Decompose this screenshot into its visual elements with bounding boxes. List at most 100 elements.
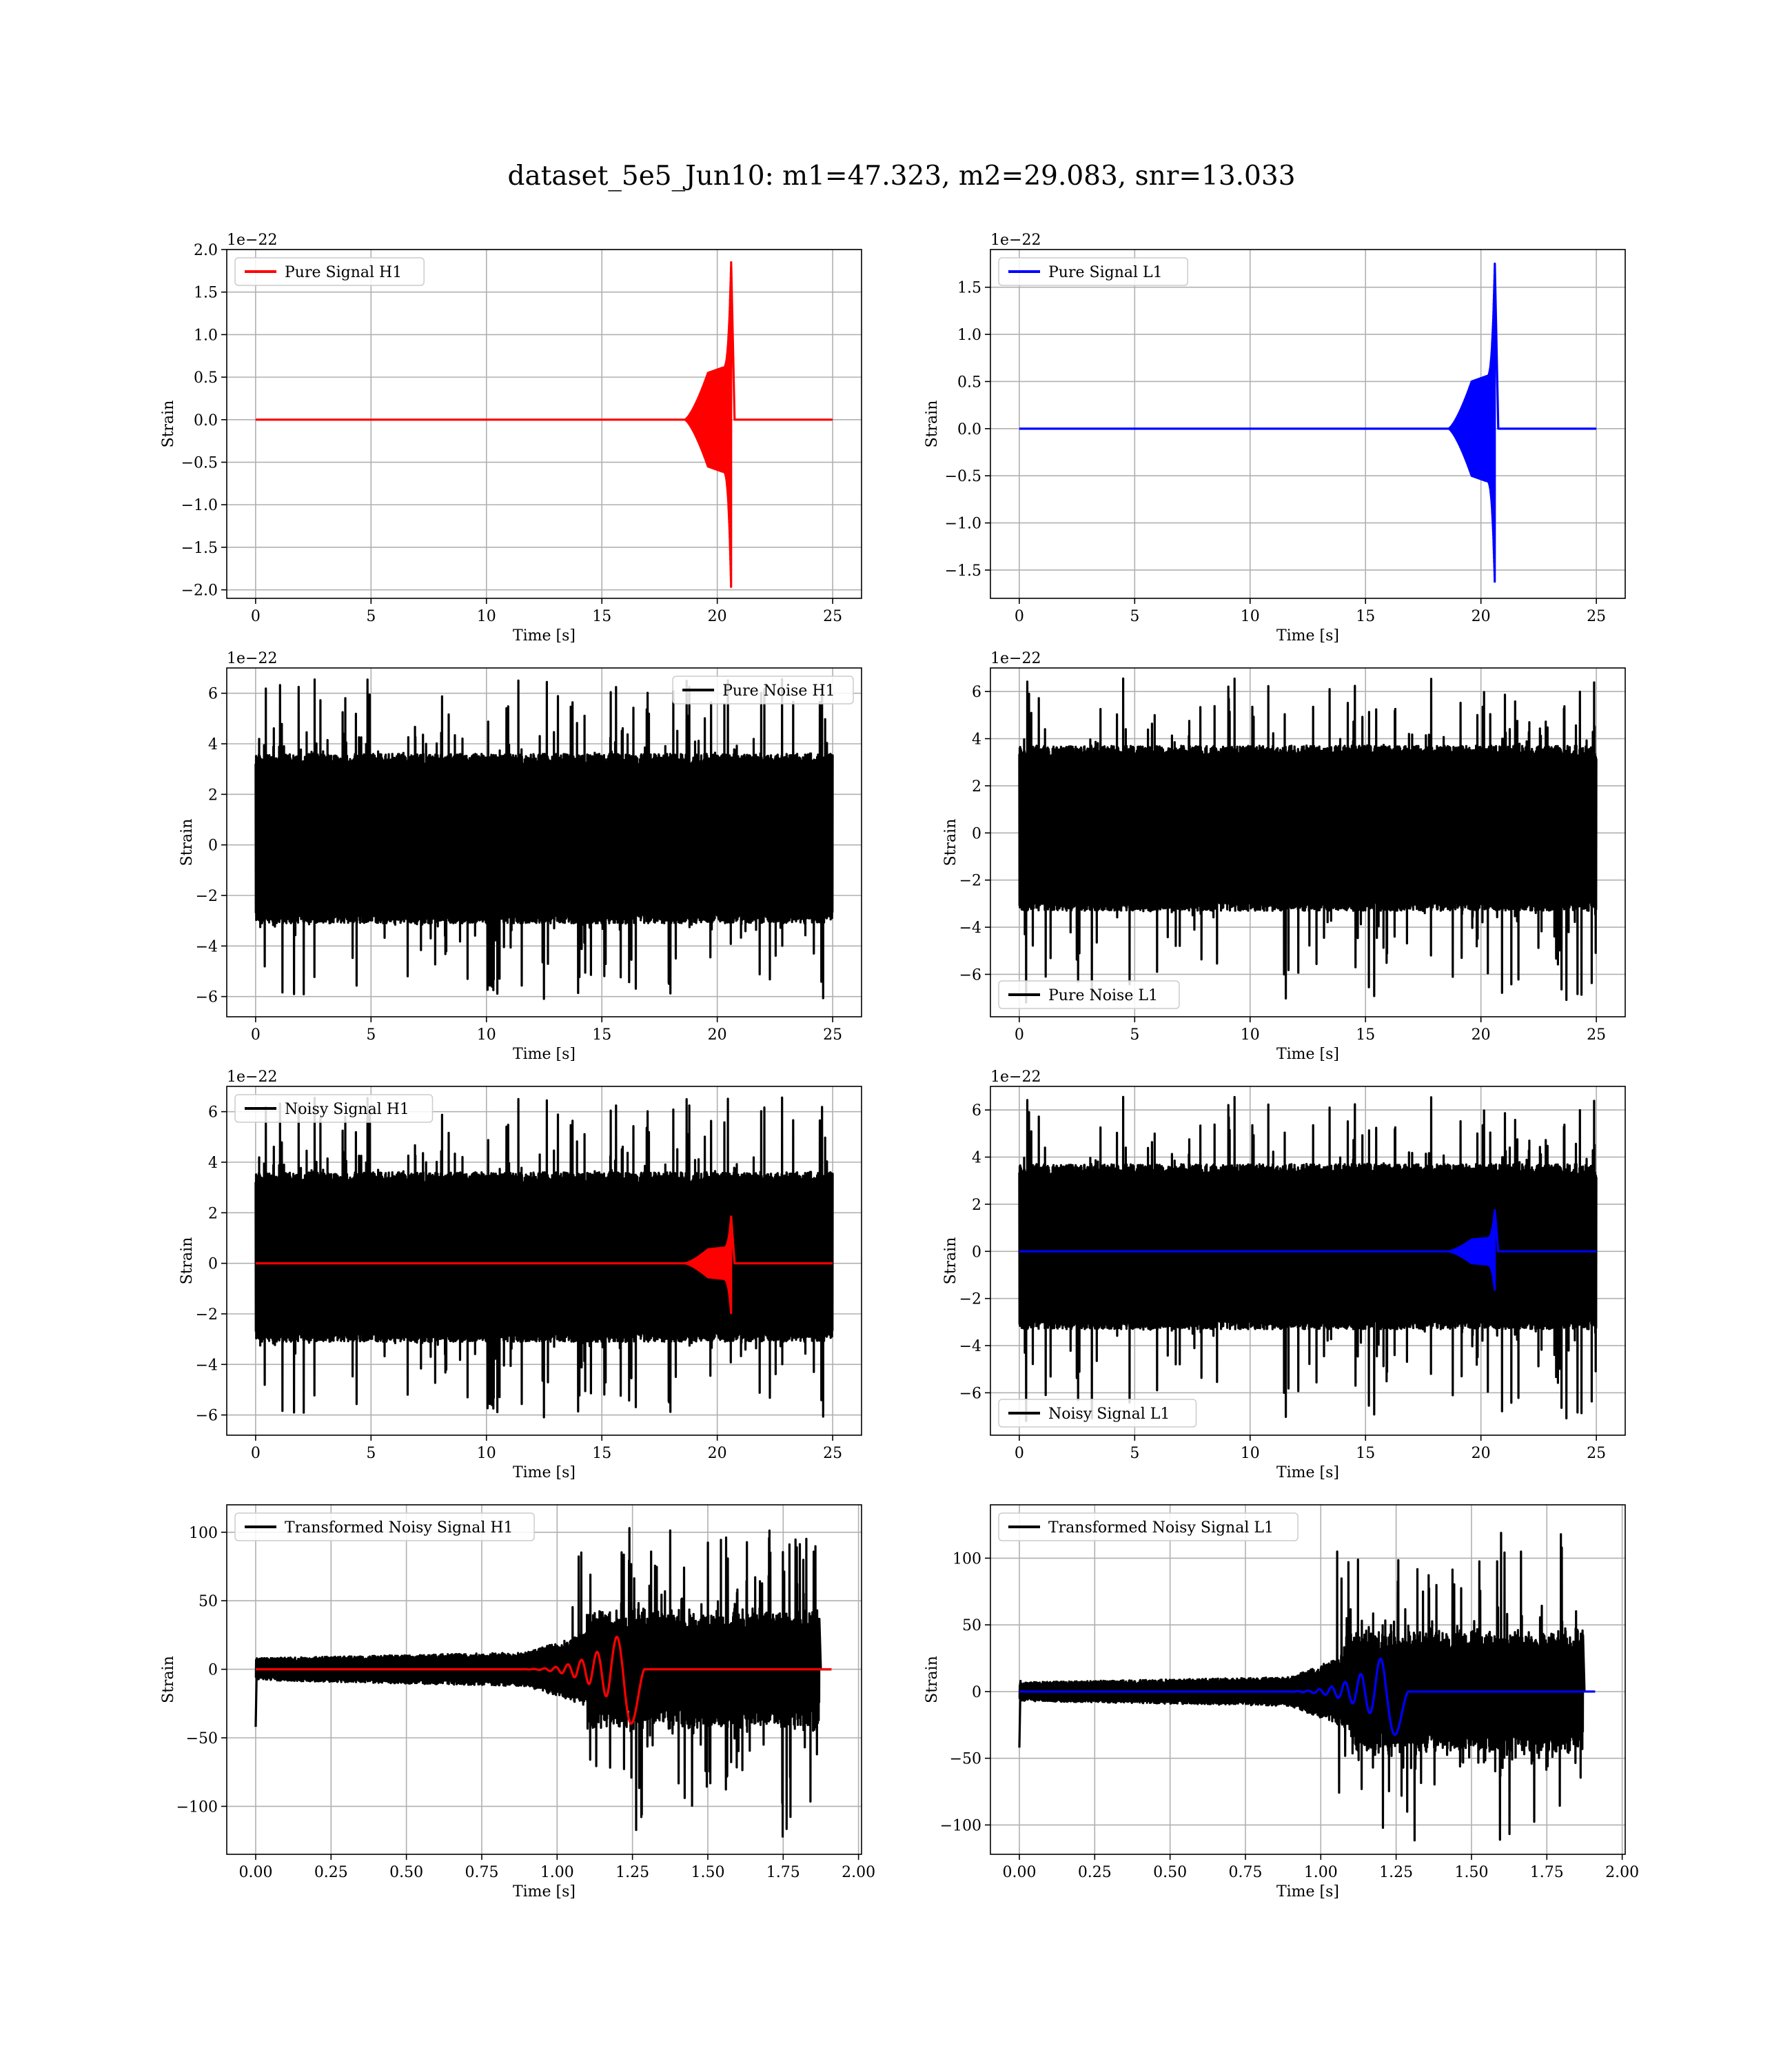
legend-box [234, 1512, 535, 1541]
y-tick-label: −6 [196, 1408, 218, 1425]
y-axis-label: Strain [160, 401, 177, 448]
x-tick-label: 1.75 [766, 1864, 800, 1881]
x-tick-label: 20 [1472, 1445, 1491, 1462]
y-tick-label: 1.5 [194, 285, 218, 302]
legend-box [998, 257, 1188, 286]
y-offset-text: 1e−22 [227, 1068, 277, 1086]
y-tick-label: 2 [972, 778, 981, 795]
x-axis: 0 5 10 15 20 25 Time [s] [1015, 1435, 1606, 1481]
legend: Pure Signal H1 [234, 257, 425, 286]
y-tick-label: −4 [959, 1338, 981, 1355]
x-tick-label: 1.75 [1530, 1864, 1564, 1881]
y-axis-label: Strain [160, 1656, 177, 1703]
legend-label: Pure Signal H1 [285, 264, 402, 281]
axes-frame [226, 1086, 862, 1436]
x-tick-label: 5 [366, 1026, 376, 1044]
x-tick-label: 1.50 [691, 1864, 724, 1881]
y-axis-label: Strain [179, 819, 196, 866]
x-axis-label: Time [s] [1276, 1464, 1339, 1481]
legend: Pure Noise H1 [672, 676, 854, 704]
y-axis-label: Strain [179, 1237, 196, 1285]
y-tick-label: −0.5 [945, 468, 981, 485]
x-tick-label: 5 [366, 608, 376, 625]
plot-area [227, 250, 862, 598]
x-tick-label: 10 [477, 608, 496, 625]
x-axis: 0.00 0.25 0.50 0.75 1.00 1.25 1.50 1.75 2.00 Time… [1002, 1854, 1639, 1900]
x-axis-label: Time [s] [513, 1883, 576, 1900]
legend-box [672, 676, 854, 704]
legend: Pure Signal L1 [998, 257, 1188, 286]
x-axis: 0 5 10 15 20 25 Time [s] [1015, 598, 1606, 645]
y-tick-label: −2 [959, 1291, 981, 1308]
y-axis: 6 4 2 0 −2 −4 −6 Strain [179, 1104, 227, 1425]
y-tick-label: −1.5 [945, 562, 981, 580]
legend: Noisy Signal L1 [998, 1399, 1197, 1428]
y-tick-label: 4 [972, 1150, 981, 1167]
legend-box [998, 1512, 1299, 1541]
series-line-pure-signal-h1 [255, 261, 833, 588]
x-tick-label: 15 [1356, 1445, 1375, 1462]
y-tick-label: 4 [208, 1155, 218, 1172]
x-axis: 0 5 10 15 20 25 Time [s] [251, 598, 842, 645]
y-offset-text: 1e−22 [990, 232, 1041, 249]
y-tick-label: −2 [959, 873, 981, 890]
plot-area [990, 250, 1625, 598]
x-tick-label: 0.50 [1153, 1864, 1187, 1881]
x-tick-label: 10 [1241, 1445, 1260, 1462]
y-tick-label: −2 [196, 1306, 218, 1324]
y-tick-label: 0 [972, 825, 981, 842]
x-tick-label: 20 [708, 608, 727, 625]
legend-box [998, 1399, 1197, 1428]
series-line-pure-noise-l1 [1018, 677, 1598, 1004]
y-tick-label: −6 [959, 1385, 981, 1402]
y-axis-label: Strain [942, 819, 959, 866]
axes-frame [990, 1086, 1626, 1436]
y-tick-label: −4 [196, 1357, 218, 1374]
legend-box [998, 980, 1180, 1009]
x-tick-label: 0 [1015, 608, 1024, 625]
axes-frame [226, 249, 862, 599]
x-tick-label: 10 [1241, 608, 1260, 625]
y-tick-label: 4 [208, 736, 218, 753]
y-tick-label: 0.5 [957, 374, 981, 391]
series-line-signal-overlay [1019, 1208, 1597, 1291]
y-tick-label: 0.0 [957, 421, 981, 438]
legend: Noisy Signal H1 [234, 1094, 434, 1123]
series-line-noisy-signal-l1 [1018, 1095, 1598, 1422]
y-tick-label: 2 [208, 1205, 218, 1222]
y-tick-label: −2.0 [181, 582, 218, 600]
x-tick-label: 0 [1015, 1445, 1024, 1462]
axes-frame [990, 249, 1626, 599]
x-tick-label: 1.25 [1379, 1864, 1413, 1881]
x-tick-label: 15 [592, 1026, 611, 1044]
y-tick-label: −4 [959, 920, 981, 937]
x-axis: 0 5 10 15 20 25 Time [s] [251, 1435, 842, 1481]
x-tick-label: 20 [1472, 1026, 1491, 1044]
series-group [1018, 1532, 1596, 1842]
y-tick-label: −100 [940, 1817, 981, 1834]
x-tick-label: 2.00 [1605, 1864, 1639, 1881]
x-tick-label: 20 [708, 1026, 727, 1044]
series-line-pure-noise-h1 [254, 678, 834, 1000]
x-tick-label: 10 [477, 1445, 496, 1462]
x-tick-label: 25 [1587, 608, 1606, 625]
x-tick-label: 15 [1356, 608, 1375, 625]
x-axis: 0 5 10 15 20 25 Time [s] [1015, 1017, 1606, 1063]
series-group [255, 261, 833, 588]
legend-label: Noisy Signal H1 [285, 1101, 409, 1118]
x-tick-label: 5 [1130, 1026, 1139, 1044]
axes-frame [990, 667, 1626, 1017]
series-group [1018, 677, 1598, 1004]
x-axis-label: Time [s] [1276, 1883, 1339, 1900]
y-axis-label: Strain [924, 401, 941, 448]
x-tick-label: 25 [1587, 1026, 1606, 1044]
y-tick-label: 0.5 [194, 369, 218, 387]
legend: Pure Noise L1 [998, 980, 1180, 1009]
x-tick-label: 0.75 [1228, 1864, 1262, 1881]
legend-label: Pure Noise H1 [722, 682, 835, 700]
y-axis: 100 50 0 −50 −100 Strain [924, 1550, 990, 1834]
